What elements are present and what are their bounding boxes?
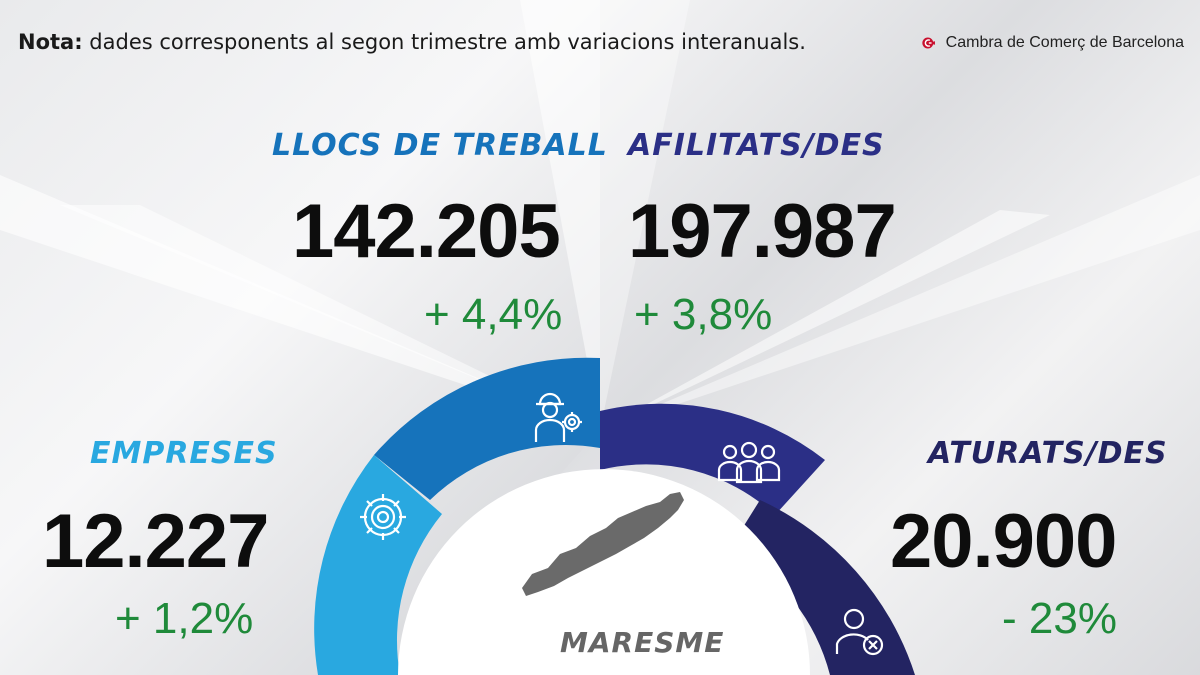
- aturats-segment: [730, 500, 915, 675]
- afiliats-label: AFILITATS/DES: [628, 128, 885, 163]
- aturats-label: ATURATS/DES: [928, 436, 1168, 471]
- empreses-change: + 1,2%: [115, 594, 254, 643]
- aturats-value: 20.900: [890, 499, 1117, 584]
- note-bold: Nota:: [18, 30, 83, 54]
- afiliats-segment: [600, 403, 825, 515]
- afiliats-value: 197.987: [628, 189, 897, 274]
- empreses-value: 12.227: [42, 499, 269, 584]
- cambra-logo-icon: [922, 37, 935, 49]
- person-x-icon: [835, 608, 884, 656]
- llocs-label: LLOCS DE TREBALL: [272, 128, 608, 163]
- llocs-value: 142.205: [292, 189, 561, 274]
- region-name: MARESME: [560, 626, 725, 659]
- cambra-logo: Cambra de Comerç de Barcelona: [922, 26, 1184, 60]
- llocs-segment: [374, 357, 600, 500]
- note-text: dades corresponents al segon trimestre a…: [82, 30, 806, 54]
- center-circle: [398, 469, 810, 675]
- note: Nota: dades corresponents al segon trime…: [18, 30, 806, 54]
- maresme-map-icon: [522, 492, 684, 596]
- gear-icon: [360, 494, 406, 540]
- people-group-icon: [717, 441, 781, 484]
- worker-gear-icon: [534, 392, 582, 442]
- empreses-segment: [314, 455, 442, 675]
- aturats-change: - 23%: [1002, 594, 1117, 643]
- empreses-label: EMPRESES: [90, 436, 278, 471]
- afiliats-change: + 3,8%: [634, 290, 773, 339]
- logo-text: Cambra de Comerç de Barcelona: [945, 34, 1184, 51]
- llocs-change: + 4,4%: [424, 290, 563, 339]
